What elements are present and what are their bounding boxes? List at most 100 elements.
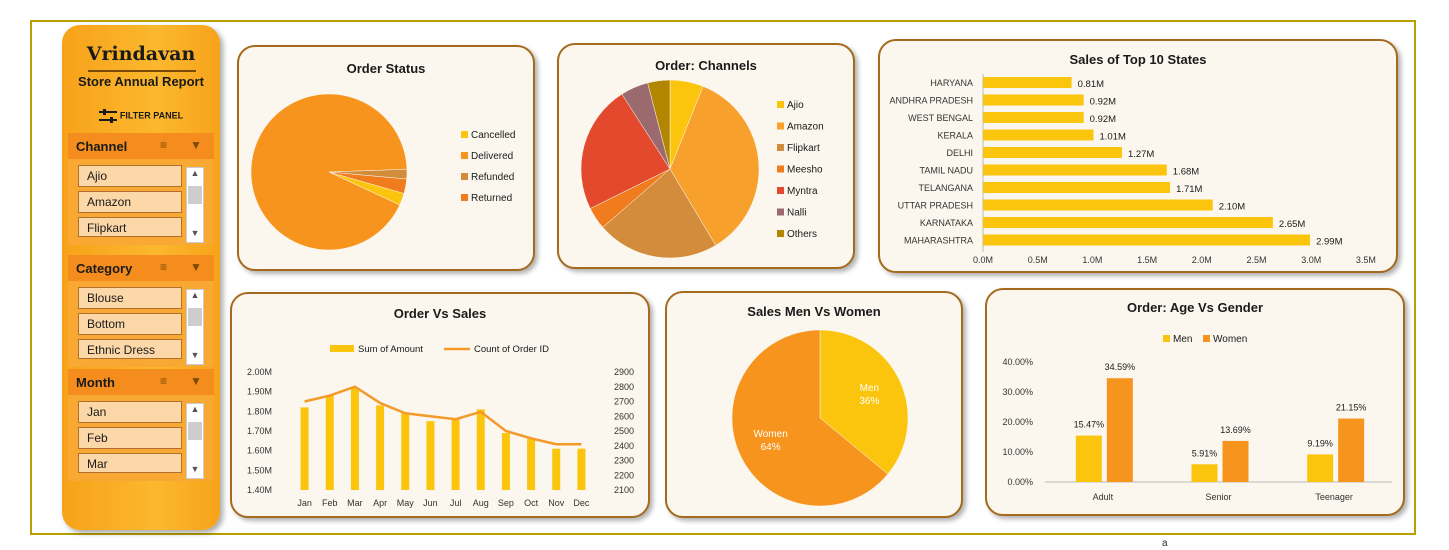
y-right-tick-label: 2700 [614,397,634,407]
x-tick-label: Aug [473,498,489,508]
bar [527,438,536,490]
age-gender-bar-chart: 0.00% 10.00% 20.00% 30.00% 40.00% 15.47% 34.59… [1002,334,1392,502]
bar [376,405,385,490]
scroll-thumb[interactable] [188,422,202,440]
x-tick-label: 2.0M [1192,255,1212,265]
slicer-item[interactable]: Mar [78,453,182,473]
x-tick-label: Teenager [1315,492,1353,502]
x-tick-label: Apr [373,498,387,508]
x-tick-label: Dec [573,498,590,508]
bar-data-label: 21.15% [1336,403,1367,413]
chart-title: Order: Channels [655,58,757,73]
bar [1307,454,1334,482]
x-tick-label: 1.0M [1082,255,1102,265]
legend-swatch [461,173,468,180]
order-channels-pie-chart: Ajio Amazon Flipkart Meesho Myntra Nalli Other… [580,79,824,259]
slicer-item[interactable]: Flipkart [78,217,182,237]
scroll-down-icon[interactable]: ▼ [190,464,200,474]
card-top-states: Sales of Top 10 States 0.0M 0.5M 1.0M 1.5M 2… [878,39,1398,273]
y-tick-label: 10.00% [1002,447,1033,457]
scroll-thumb[interactable] [188,308,202,326]
bar [451,419,460,490]
legend-swatch [777,165,784,173]
bar-data-label: 2.65M [1279,219,1305,230]
order-vs-sales-combo-chart: 1.40M 1.50M 1.60M 1.70M 1.80M 1.90M 2.00M 2100 2… [247,344,634,508]
slicer-scrollbar[interactable]: ▲ ▼ [186,289,204,365]
sales-gender-pie-chart: Men 36% Women 64% [731,329,909,507]
bar [983,147,1122,158]
chart-title: Sales of Top 10 States [1069,52,1207,67]
slicer-month: Month ≡ ▼ Jan Feb Mar ▲ ▼ [68,369,214,481]
line-series [304,385,582,446]
legend-label: Count of Order ID [474,344,549,355]
card-sales-gender: Sales Men Vs Women Men 36% Women 64% [665,291,963,518]
slice-label-category: Men [860,383,879,394]
clear-filter-icon[interactable]: ▼ [190,260,202,274]
scroll-down-icon[interactable]: ▼ [190,350,200,360]
bar-data-label: 1.71M [1176,184,1202,195]
x-tick-label: Feb [322,498,338,508]
slicer-title: Month [76,375,115,390]
chart-title: Order Vs Sales [393,306,487,321]
bar-data-label: 5.91% [1192,448,1218,458]
pie-slice [580,93,671,209]
multi-select-icon[interactable]: ≡ [160,138,168,152]
slicer-scrollbar[interactable]: ▲ ▼ [186,167,204,243]
y-left-tick-label: 2.00M [247,367,272,377]
x-tick-label: 3.5M [1356,255,1376,265]
bar-data-label: 1.27M [1128,149,1154,160]
y-tick-label: WEST BENGAL [908,113,973,123]
slicer-item[interactable]: Jan [78,401,182,423]
bar-data-label: 0.92M [1090,114,1116,125]
legend-label: Men [1173,334,1192,345]
scroll-thumb[interactable] [188,186,202,204]
slicer-scrollbar[interactable]: ▲ ▼ [186,403,204,479]
pie-slice [669,86,760,246]
scroll-down-icon[interactable]: ▼ [190,228,200,238]
pie-slice [602,168,717,259]
x-tick-label: May [397,498,415,508]
multi-select-icon[interactable]: ≡ [160,374,168,388]
legend-label: Nalli [787,208,806,219]
pie-slice [819,329,909,475]
bar [983,217,1273,228]
pie-slice [731,329,889,507]
slicer-item[interactable]: Ajio [78,165,182,187]
legend-swatch [777,208,784,216]
slicer-item[interactable]: Bottom [78,313,182,335]
slicer-item[interactable]: Amazon [78,191,182,213]
y-left-tick-label: 1.60M [247,446,272,456]
y-tick-label: MAHARASHTRA [904,236,973,246]
bar-data-label: 15.47% [1074,420,1105,430]
clear-filter-icon[interactable]: ▼ [190,374,202,388]
legend-swatch [330,345,354,352]
scroll-up-icon[interactable]: ▲ [190,168,200,178]
x-tick-label: Jun [423,498,438,508]
legend-label: Meesho [787,165,823,176]
bar-data-label: 0.92M [1090,97,1116,108]
slicer-item[interactable]: Ethnic Dress [78,339,182,359]
scroll-up-icon[interactable]: ▲ [190,290,200,300]
clear-filter-icon[interactable]: ▼ [190,138,202,152]
legend-swatch [777,101,784,108]
slice-label-category: Women [753,429,787,440]
bar [426,421,435,490]
legend-label: Sum of Amount [358,344,423,355]
legend-label: Myntra [787,186,818,197]
x-tick-label: 0.5M [1028,255,1048,265]
y-tick-label: HARYANA [930,78,973,88]
x-tick-label: Oct [524,498,539,508]
bar [350,387,359,490]
y-tick-label: DELHI [946,148,973,158]
y-right-tick-label: 2500 [614,426,634,436]
card-order-vs-sales: Order Vs Sales 1.40M 1.50M 1.60M 1.70M 1.80M… [230,292,650,518]
filter-sidebar: Vrindavan Store Annual Report FILTER PAN… [62,25,220,530]
slicer-item[interactable]: Feb [78,427,182,449]
slicer-item[interactable]: Blouse [78,287,182,309]
legend-label: Flipkart [787,143,820,154]
slicer-header: Month ≡ ▼ [68,369,214,395]
slicer-header: Category ≡ ▼ [68,255,214,281]
multi-select-icon[interactable]: ≡ [160,260,168,274]
scroll-up-icon[interactable]: ▲ [190,404,200,414]
legend-label: Returned [471,193,512,204]
